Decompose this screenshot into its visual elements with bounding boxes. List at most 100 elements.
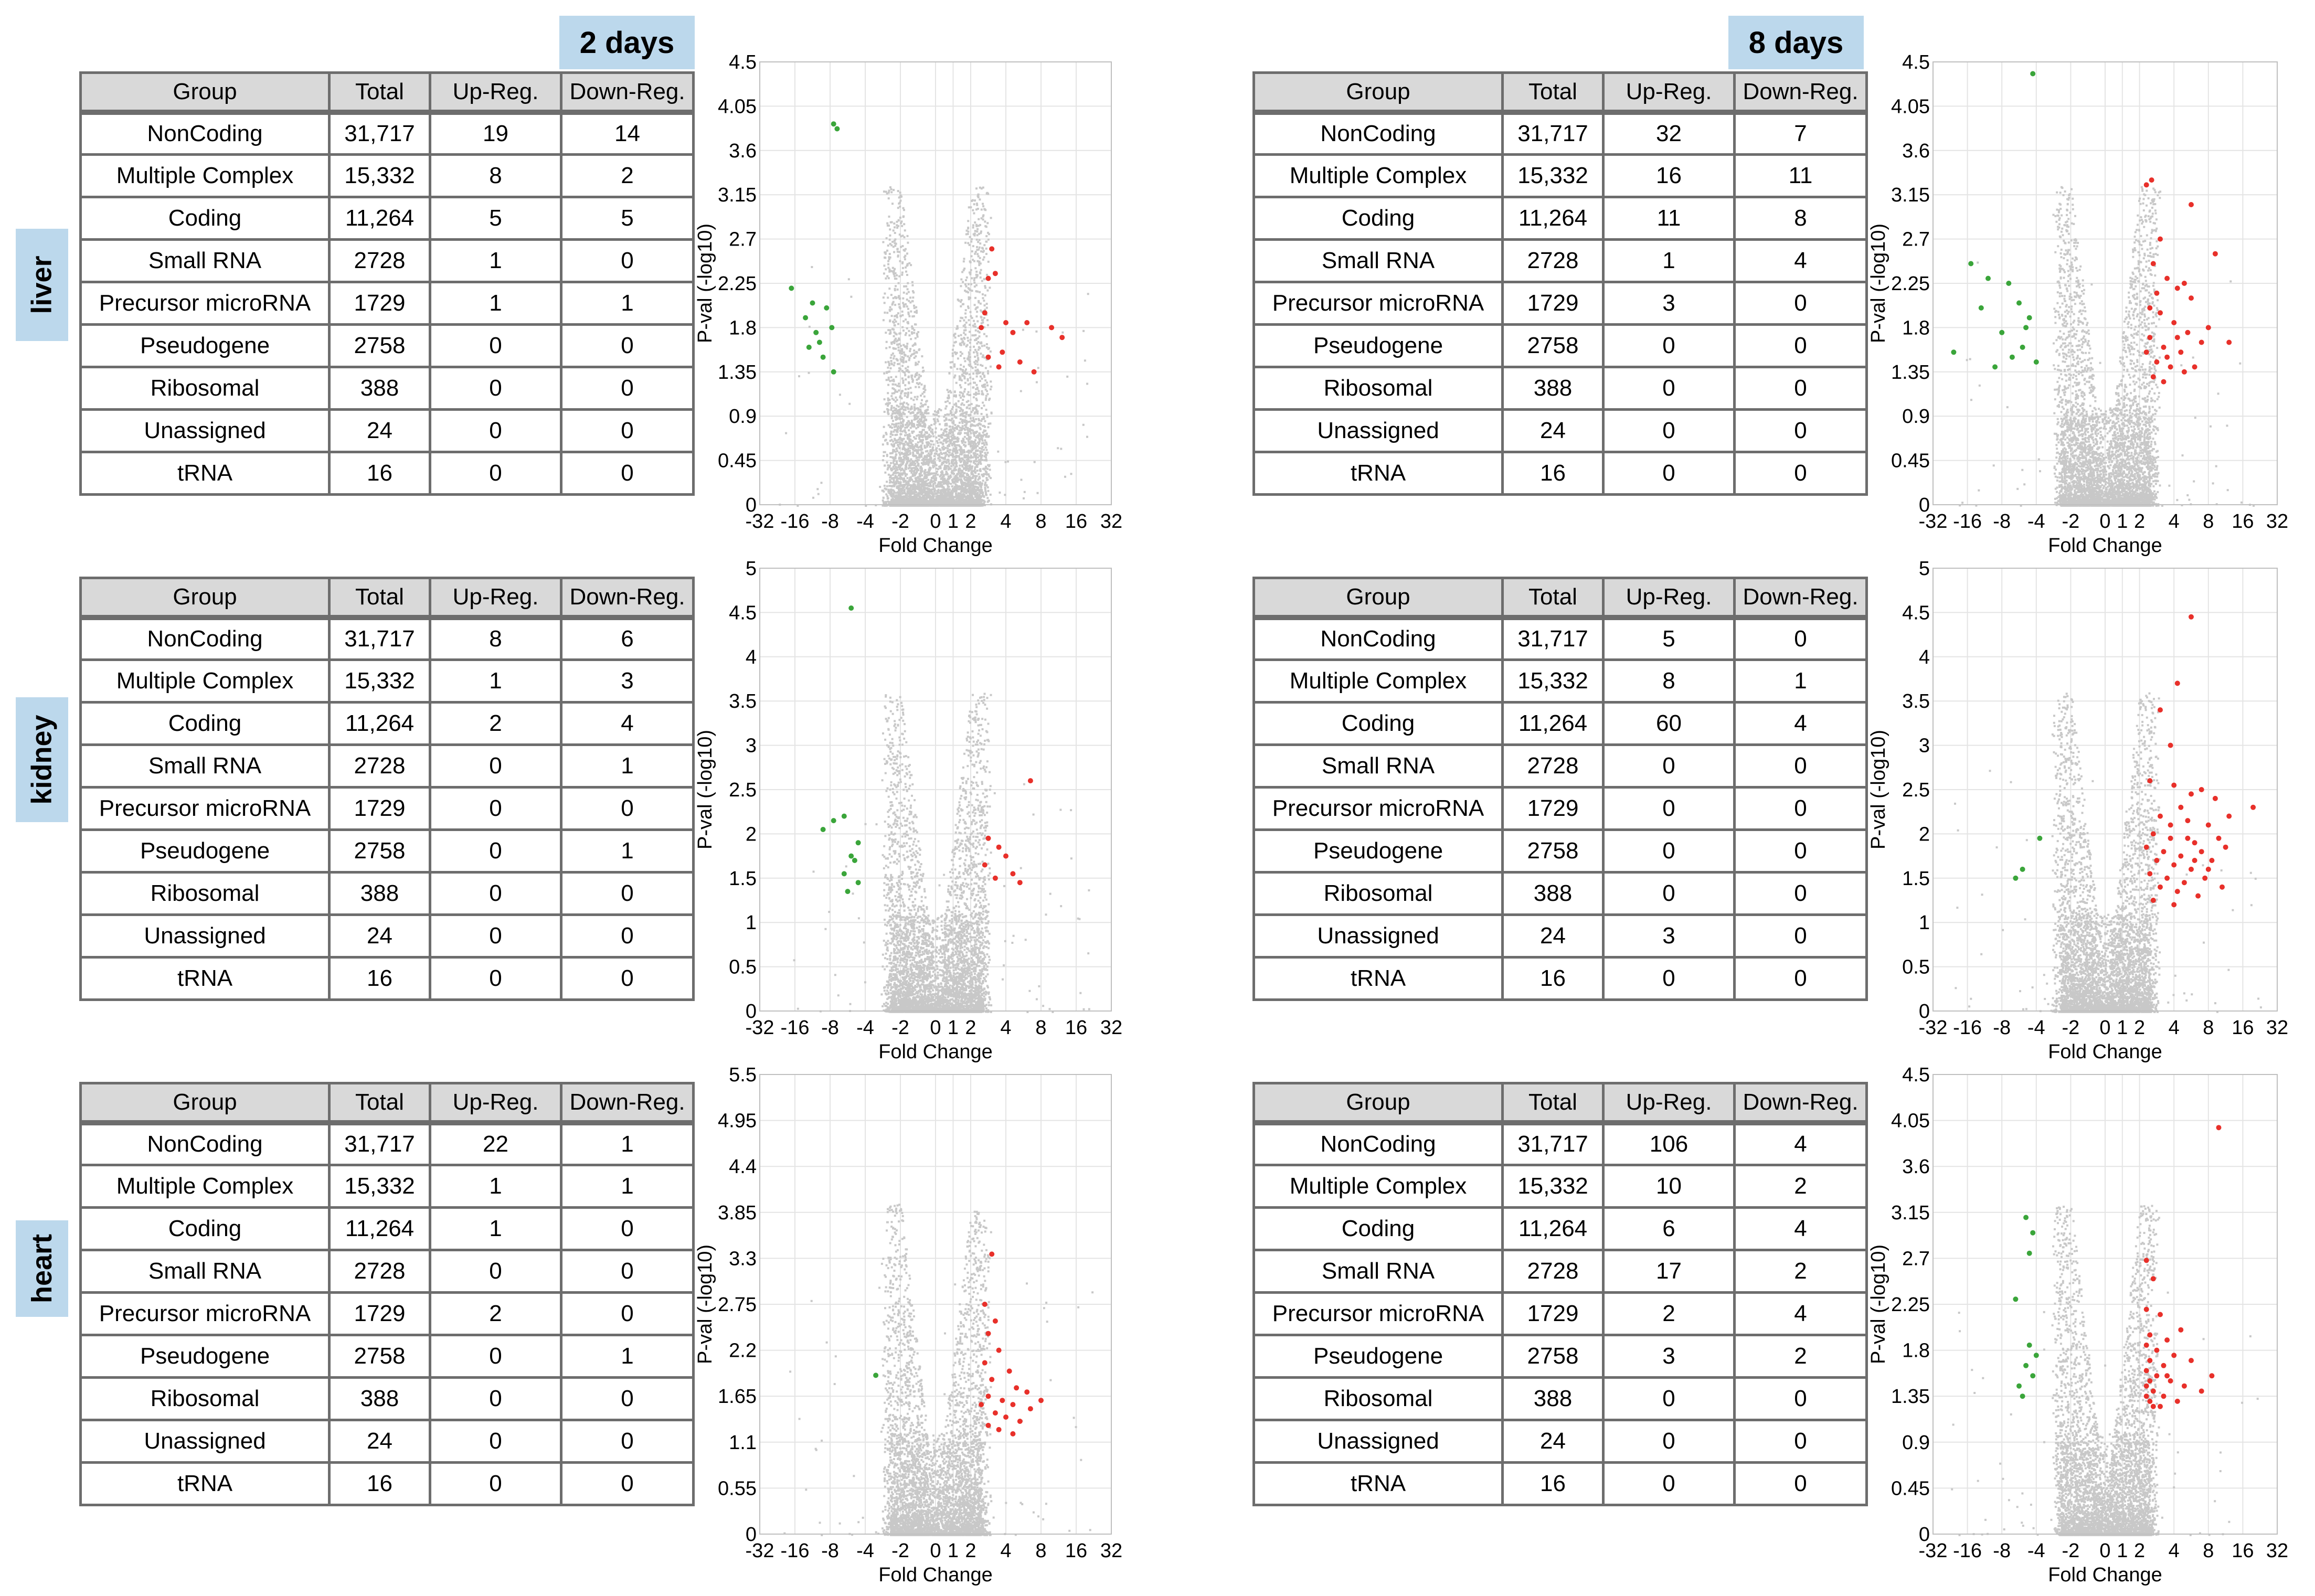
table-row: Pseudogene 2758 0 0 — [79, 323, 695, 368]
table-cell: Unassigned — [1252, 1419, 1504, 1464]
x-tick-label: -4 — [2027, 1017, 2045, 1039]
table-cell: 0 — [429, 366, 562, 411]
y-tick-label: 2 — [1919, 823, 1930, 845]
data-point — [2147, 1358, 2153, 1364]
table-cell: 2728 — [1501, 1249, 1605, 1294]
table-cell: Ribosomal — [1252, 1376, 1504, 1421]
table-cell: Small RNA — [79, 238, 331, 283]
table-cell: 0 — [1602, 1376, 1736, 1421]
data-point — [2189, 295, 2194, 301]
data-point — [2158, 707, 2163, 713]
table-cell: 0 — [429, 956, 562, 1001]
x-tick-label: 2 — [2134, 510, 2145, 533]
data-point — [1059, 335, 1065, 341]
table-row: Multiple Complex 15,332 16 11 — [1252, 153, 1868, 198]
x-tick-label: 8 — [1035, 510, 1046, 533]
data-point — [2158, 1312, 2163, 1317]
column-header: Down-Reg. — [560, 71, 695, 113]
y-tick-label: 1.8 — [729, 317, 757, 339]
table-row: Precursor microRNA 1729 2 4 — [1252, 1291, 1868, 1336]
table-row: Pseudogene 2758 0 1 — [79, 828, 695, 874]
x-ticks: -32 -16 -8 -4 -2 0 1 2 4 8 16 32 — [1919, 1017, 2289, 1039]
table-header-row: Group Total Up-Reg. Down-Reg. — [1252, 71, 1868, 113]
y-tick-label: 3 — [1919, 735, 1930, 757]
data-point — [1010, 871, 1016, 877]
x-tick-label: 0 — [2099, 1540, 2110, 1562]
data-point — [2143, 1306, 2149, 1312]
y-tick-label: 1.35 — [1891, 1386, 1930, 1408]
data-point — [985, 1331, 991, 1336]
data-point — [2171, 320, 2177, 325]
table-cell: 11,264 — [1501, 701, 1605, 746]
series-up-regulated — [2143, 614, 2256, 908]
data-point — [1017, 359, 1023, 365]
table-cell: 0 — [1733, 1461, 1868, 1506]
data-point — [2185, 835, 2191, 841]
plot-frame — [759, 1074, 1112, 1535]
data-point — [2199, 849, 2204, 855]
data-point — [841, 813, 847, 819]
table-kidney-2d: Group Total Up-Reg. Down-Reg. NonCoding 31,71… — [79, 577, 695, 1001]
table-cell: 1 — [429, 1206, 562, 1251]
table-cell: 2 — [1733, 1334, 1868, 1379]
table-cell: Unassigned — [1252, 913, 1504, 959]
table-cell: 6 — [560, 614, 695, 661]
table-cell: 388 — [328, 1376, 431, 1421]
table-cell: 0 — [1733, 743, 1868, 789]
table-row: Coding 11,264 6 4 — [1252, 1206, 1868, 1251]
table-cell: 2728 — [328, 1249, 431, 1294]
x-tick-label: 4 — [1000, 1017, 1011, 1039]
background-points — [779, 186, 1089, 507]
table-cell: Unassigned — [79, 1419, 331, 1464]
table-liver-8d: Group Total Up-Reg. Down-Reg. NonCoding 31,71… — [1252, 71, 1868, 496]
table-cell: 0 — [429, 913, 562, 959]
x-tick-label: -32 — [1919, 1017, 1948, 1039]
x-tick-label: -4 — [856, 1540, 874, 1562]
data-point — [2147, 305, 2153, 311]
table-cell: 0 — [1733, 871, 1868, 916]
x-tick-label: 8 — [2203, 510, 2214, 533]
table-cell: 0 — [560, 451, 695, 496]
table-cell: 5 — [560, 196, 695, 241]
data-point — [985, 1393, 991, 1399]
data-point — [2185, 329, 2191, 335]
column-header: Up-Reg. — [1602, 71, 1736, 113]
data-point — [2150, 374, 2156, 380]
data-point — [813, 329, 819, 335]
data-point — [2023, 1215, 2029, 1220]
table-cell: 388 — [1501, 1376, 1605, 1421]
y-tick-label: 0.9 — [1902, 406, 1930, 428]
y-tick-label: 0.45 — [718, 450, 757, 472]
table-row: tRNA 16 0 0 — [1252, 451, 1868, 496]
data-point — [2171, 862, 2177, 868]
data-point — [1024, 320, 1030, 325]
table-cell: 0 — [560, 1249, 695, 1294]
table-cell: 1729 — [1501, 786, 1605, 831]
data-point — [2013, 875, 2019, 881]
y-tick-label: 0.55 — [718, 1477, 757, 1499]
data-point — [2199, 787, 2204, 792]
table-header-row: Group Total Up-Reg. Down-Reg. — [79, 1082, 695, 1124]
x-tick-label: 32 — [1100, 1540, 1122, 1562]
data-point — [1003, 1414, 1008, 1420]
data-point — [848, 853, 854, 859]
table-cell: 15,332 — [1501, 658, 1605, 704]
data-point — [2147, 1398, 2153, 1404]
y-tick-label: 4.5 — [729, 51, 757, 73]
table-cell: 1 — [560, 1120, 695, 1166]
x-tick-label: -32 — [746, 1540, 774, 1562]
data-point — [2199, 339, 2204, 345]
table-cell: 4 — [1733, 701, 1868, 746]
y-tick-label: 3.5 — [1902, 690, 1930, 712]
data-point — [2250, 804, 2256, 810]
table-cell: 16 — [328, 1461, 431, 1506]
data-point — [1985, 275, 1991, 281]
table-cell: 2 — [1733, 1164, 1868, 1209]
data-point — [2209, 858, 2215, 863]
column-header: Total — [1501, 1082, 1605, 1124]
data-point — [2143, 844, 2149, 850]
y-tick-label: 3.6 — [1902, 1156, 1930, 1178]
data-point — [2181, 281, 2187, 286]
table-cell: 16 — [1602, 153, 1736, 198]
y-tick-label: 3 — [746, 735, 757, 757]
